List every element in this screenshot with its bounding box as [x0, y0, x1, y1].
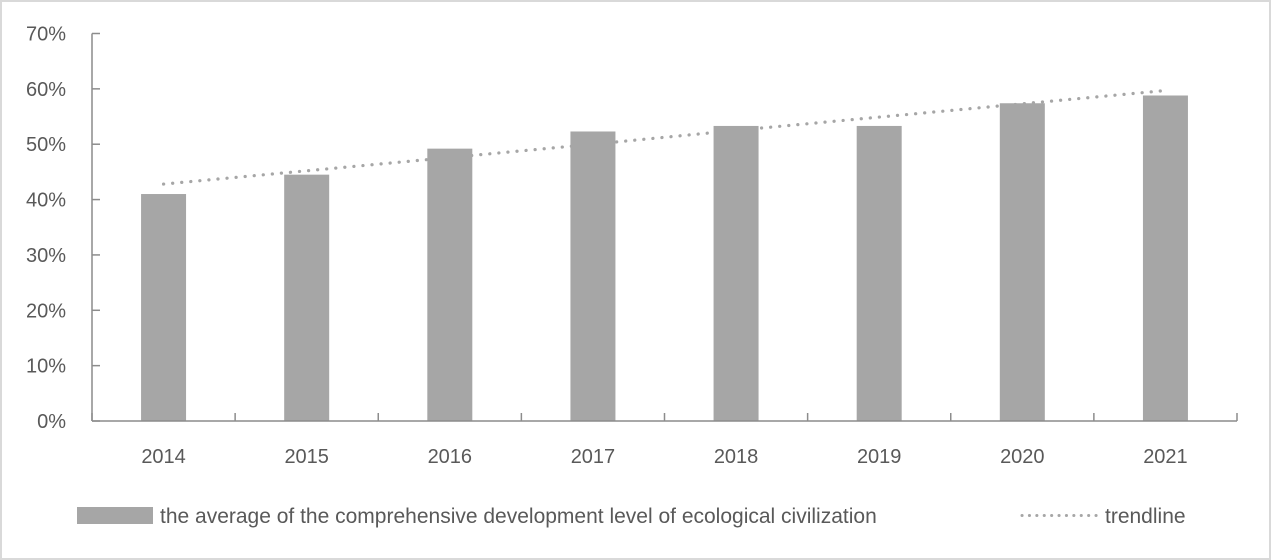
x-tick-label: 2020	[1000, 446, 1045, 468]
bar-2014	[141, 194, 187, 421]
bar-2021	[1142, 95, 1188, 421]
x-tick-label: 2018	[714, 446, 759, 468]
legend-label-bar: the average of the comprehensive develop…	[160, 505, 877, 528]
y-tick-label: 10%	[26, 356, 66, 378]
x-tick-label: 2021	[1143, 446, 1188, 468]
y-tick-label: 0%	[37, 411, 66, 433]
y-tick-label: 20%	[26, 300, 66, 322]
bar-2015	[284, 174, 330, 421]
bar-2019	[856, 125, 902, 422]
x-tick-label: 2019	[857, 446, 902, 468]
bar-2018	[713, 125, 759, 422]
bar-2016	[427, 148, 473, 421]
x-tick-label: 2016	[428, 446, 473, 468]
bar-2020	[999, 103, 1045, 421]
x-tick-label: 2015	[284, 446, 329, 468]
trendline	[161, 88, 1168, 186]
x-tick-label: 2014	[141, 446, 186, 468]
y-tick-label: 50%	[26, 134, 66, 156]
bar-2017	[570, 131, 616, 421]
x-tick-label: 2017	[571, 446, 616, 468]
y-tick-label: 70%	[26, 24, 66, 46]
y-tick-label: 30%	[26, 245, 66, 267]
y-tick-label: 40%	[26, 190, 66, 212]
legend-bar-swatch	[77, 507, 153, 524]
legend: the average of the comprehensive develop…	[77, 505, 1186, 528]
legend-label-trendline: trendline	[1105, 505, 1186, 528]
y-tick-label: 60%	[26, 79, 66, 101]
